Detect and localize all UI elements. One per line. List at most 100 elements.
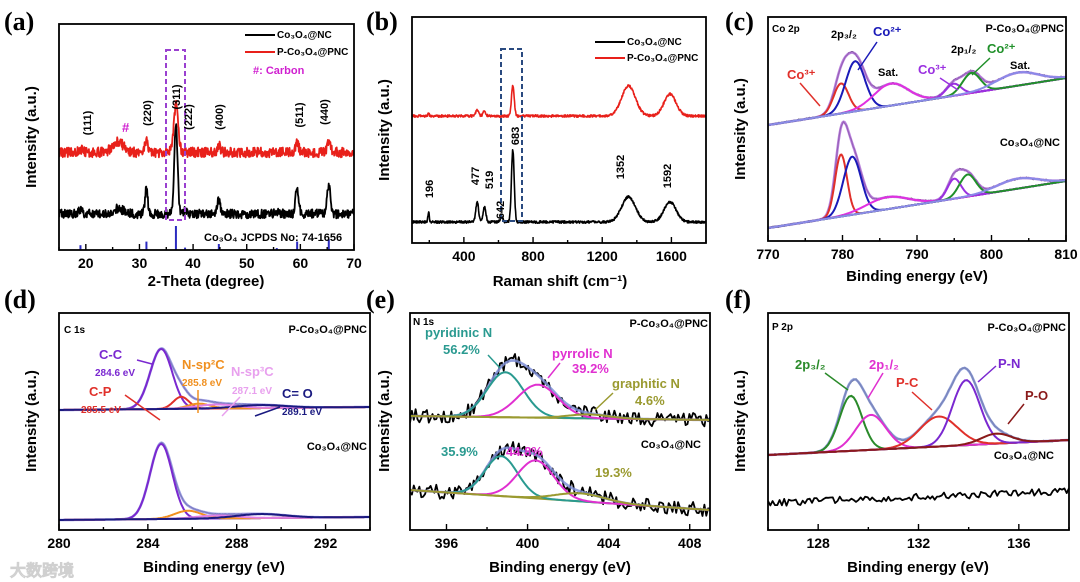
x-axis-label-f: Binding energy (eV) xyxy=(847,559,989,576)
plot-c: 770 780 790 800 810 xyxy=(756,16,1078,262)
label-graphitic-pnc: 4.6% xyxy=(635,393,665,408)
y-axis-label-e: Intensity (a.u.) xyxy=(376,370,393,472)
label-cp-ev: 285.5 eV xyxy=(81,405,121,416)
label-2p12: 2p₁/₂ xyxy=(951,44,976,56)
region-label-c: Co 2p xyxy=(772,24,800,35)
plot-e: 396 400 404 408 xyxy=(409,312,711,551)
plot-b: 400 800 1200 1600 xyxy=(411,16,707,264)
label-pyrrolic-nc: 44.8% xyxy=(506,444,543,459)
x-tick-label: 1600 xyxy=(656,248,687,264)
label-co3-a: Co³⁺ xyxy=(787,67,816,82)
highlight-box-683 xyxy=(500,48,523,222)
x-axis-label-e: Binding energy (eV) xyxy=(489,559,631,576)
y-axis-label-f: Intensity (a.u.) xyxy=(732,370,749,472)
plot-a: 20 30 40 50 60 70 xyxy=(58,23,362,271)
label-pyridinic-pnc: 56.2% xyxy=(443,342,480,357)
arrow-co3-b xyxy=(939,77,959,91)
peak-label-519: 519 xyxy=(484,171,496,189)
plot-area-f xyxy=(768,366,1069,507)
miller-511: (511) xyxy=(294,102,306,127)
plot-area-c xyxy=(768,51,1066,230)
x-axis-label-d: Binding energy (eV) xyxy=(143,559,285,576)
y-axis-label-a: Intensity (a.u.) xyxy=(23,86,40,188)
x-tick-label: 400 xyxy=(452,248,476,264)
arrow-2p12 xyxy=(867,372,884,399)
arrow-co xyxy=(254,406,281,417)
panel-label-e: (e) xyxy=(366,285,395,314)
sample-label-c-nc: Co₃O₄@NC xyxy=(1000,137,1060,149)
region-label-e: N 1s xyxy=(413,317,435,328)
panel-label-d: (d) xyxy=(4,285,36,314)
plot-frame-b xyxy=(411,16,707,244)
peak-label-1592: 1592 xyxy=(662,164,674,188)
label-nsp3-ev: 287.1 eV xyxy=(232,386,272,397)
x-tick-label: 50 xyxy=(239,255,255,271)
arrow-pn xyxy=(977,365,997,383)
fit-component xyxy=(768,177,1066,229)
arrow-pc xyxy=(911,391,933,411)
x-axis-label-b: Raman shift (cm⁻¹) xyxy=(493,273,628,290)
label-co2-a: Co²⁺ xyxy=(873,24,902,39)
label-graphitic-nc: 19.3% xyxy=(595,465,632,480)
arrow-cp xyxy=(124,394,161,421)
x-tick-label: 396 xyxy=(435,535,459,551)
x-tick-label: 284 xyxy=(136,535,160,551)
peak-label-196: 196 xyxy=(424,180,436,198)
jcpds-label: Co₃O₄ JCPDS No: 74-1656 xyxy=(204,232,342,244)
label-pyridinic-nc: 35.9% xyxy=(441,444,478,459)
miller-222: (222) xyxy=(183,104,195,130)
label-2p32-f: 2p₃/₂ xyxy=(795,357,826,372)
miller-111: (111) xyxy=(82,110,94,135)
x-tick-label: 280 xyxy=(47,535,71,551)
x-tick-label: 128 xyxy=(806,535,830,551)
panel-label-a: (a) xyxy=(4,7,34,36)
arrow-pyridinic xyxy=(487,354,501,369)
miller-311: (311) xyxy=(171,84,183,109)
plot-area-d xyxy=(59,347,370,522)
label-cc: C-C xyxy=(99,347,123,362)
sample-label-e-nc: Co₃O₄@NC xyxy=(641,439,701,451)
series-b-1 xyxy=(412,84,706,118)
peak-label-642: 642 xyxy=(495,201,507,219)
carbon-marker: # xyxy=(122,120,130,135)
label-nsp2-ev: 285.8 eV xyxy=(182,378,222,389)
plot-area-e xyxy=(410,353,710,517)
label-pyrrolic-pnc: 39.2% xyxy=(572,361,609,376)
y-axis-label-b: Intensity (a.u.) xyxy=(376,79,393,181)
peak-label-1352: 1352 xyxy=(615,155,627,179)
plot-d: 280 284 288 292 xyxy=(47,312,371,551)
label-co2-b: Co²⁺ xyxy=(987,41,1016,56)
x-tick-label: 800 xyxy=(521,248,545,264)
fit-component xyxy=(59,513,370,521)
y-axis-label-d: Intensity (a.u.) xyxy=(23,370,40,472)
x-tick-label: 780 xyxy=(831,246,855,262)
fit-component xyxy=(768,432,1069,456)
arrow-co2-b xyxy=(971,57,991,76)
label-co-ev: 289.1 eV xyxy=(282,407,322,418)
x-tick-label: 400 xyxy=(516,535,540,551)
x-tick-label: 30 xyxy=(132,255,148,271)
label-sat-b: Sat. xyxy=(1010,60,1030,72)
x-tick-label: 790 xyxy=(905,246,929,262)
legend-a-nc: Co₃O₄@NC xyxy=(277,30,332,41)
panel-label-c: (c) xyxy=(725,7,754,36)
label-pc: P-C xyxy=(896,375,919,390)
arrow-graphitic xyxy=(594,392,614,411)
arrow-2p32 xyxy=(824,372,849,391)
x-tick-label: 810 xyxy=(1054,246,1078,262)
fit-component xyxy=(410,413,710,421)
series-a-1 xyxy=(59,99,354,159)
peak-label-683: 683 xyxy=(510,127,522,145)
x-tick-label: 136 xyxy=(1007,535,1031,551)
sample-label-c-pnc: P-Co₃O₄@PNC xyxy=(986,23,1065,35)
highlight-box-311 xyxy=(165,49,186,221)
fit-component xyxy=(59,404,370,411)
label-2p32: 2p₃/₂ xyxy=(831,29,857,41)
sample-label-e-pnc: P-Co₃O₄@PNC xyxy=(630,318,709,330)
x-tick-label: 770 xyxy=(756,246,780,262)
label-pn: P-N xyxy=(998,356,1020,371)
x-tick-label: 20 xyxy=(78,255,94,271)
arrow-co3-a xyxy=(799,82,821,107)
arrow-cc xyxy=(136,359,153,365)
series-f-1 xyxy=(768,487,1069,507)
